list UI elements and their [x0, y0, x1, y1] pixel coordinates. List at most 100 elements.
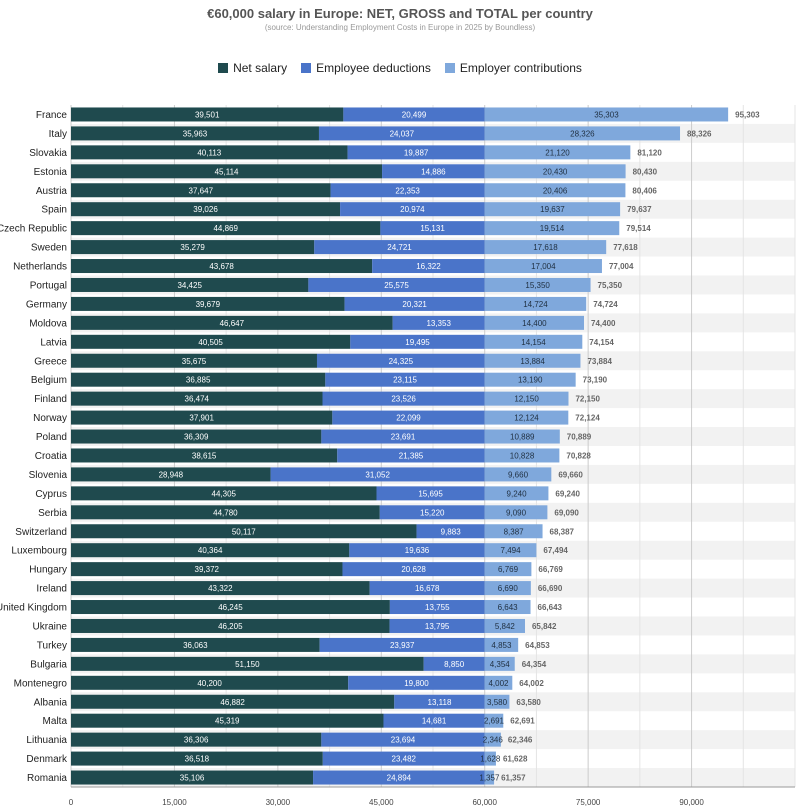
- data-label-employee-deductions: 19,800: [404, 679, 429, 688]
- category-label: Malta: [43, 716, 68, 727]
- total-label: 88,326: [687, 129, 712, 138]
- bar-employer-contributions: [484, 751, 496, 766]
- data-label-employee-deductions: 22,353: [395, 186, 420, 195]
- bar-net-salary: [71, 145, 348, 160]
- bar-net-salary: [71, 675, 349, 690]
- category-label: Switzerland: [15, 527, 67, 538]
- bar-employee-deductions: [321, 732, 485, 747]
- bar-employee-deductions: [343, 107, 485, 122]
- category-label: Czech Republic: [0, 224, 67, 235]
- bar-employer-contributions: [484, 600, 531, 615]
- bar-employee-deductions: [349, 543, 485, 558]
- bar-net-salary: [71, 637, 320, 652]
- data-label-employee-deductions: 20,628: [401, 565, 426, 574]
- total-label: 62,691: [510, 717, 535, 726]
- data-label-net-salary: 37,901: [189, 414, 214, 423]
- data-label-employee-deductions: 15,220: [420, 508, 445, 517]
- data-label-net-salary: 40,200: [197, 679, 222, 688]
- category-label: Greece: [34, 356, 67, 367]
- bar-employee-deductions: [423, 656, 485, 671]
- bar-employer-contributions: [484, 505, 548, 520]
- legend-label-net-salary: Net salary: [233, 61, 288, 75]
- bar-employee-deductions: [322, 391, 485, 406]
- data-label-net-salary: 36,474: [185, 395, 210, 404]
- data-label-employer-contributions: 9,090: [506, 508, 527, 517]
- data-label-employer-contributions: 15,350: [525, 281, 550, 290]
- bar-employee-deductions: [319, 637, 485, 652]
- data-label-employer-contributions: 4,002: [488, 679, 509, 688]
- data-label-employer-contributions: 14,400: [522, 319, 547, 328]
- data-label-employee-deductions: 31,052: [365, 470, 390, 479]
- total-label: 70,828: [566, 451, 591, 460]
- bar-employer-contributions: [484, 694, 510, 709]
- total-label: 66,643: [538, 603, 563, 612]
- bar-employee-deductions: [316, 353, 485, 368]
- total-label: 64,354: [522, 660, 547, 669]
- category-label: Italy: [49, 129, 67, 140]
- total-label: 66,769: [538, 565, 563, 574]
- category-label: Poland: [36, 432, 67, 443]
- bar-employee-deductions: [394, 694, 485, 709]
- data-label-employer-contributions: 1,357: [479, 774, 500, 783]
- data-label-employer-contributions: 21,120: [545, 148, 570, 157]
- bar-employee-deductions: [348, 675, 485, 690]
- data-label-net-salary: 46,205: [218, 622, 243, 631]
- bar-net-salary: [71, 543, 350, 558]
- legend-label-employer-contributions: Employer contributions: [459, 61, 582, 75]
- bar-employer-contributions: [484, 467, 552, 482]
- bar-employer-contributions: [484, 637, 519, 652]
- bar-net-salary: [71, 751, 323, 766]
- bar-employee-deductions: [325, 372, 485, 387]
- data-label-net-salary: 46,245: [218, 603, 243, 612]
- data-label-employer-contributions: 9,660: [508, 470, 529, 479]
- x-tick-label: 75,000: [576, 798, 601, 807]
- bar-employer-contributions: [484, 486, 549, 501]
- data-label-employee-deductions: 22,099: [396, 414, 421, 423]
- x-tick-label: 0: [69, 798, 74, 807]
- bar-employee-deductions: [314, 240, 485, 255]
- bar-net-salary: [71, 486, 377, 501]
- bar-employee-deductions: [376, 486, 485, 501]
- data-label-employee-deductions: 19,636: [405, 546, 430, 555]
- total-label: 62,346: [508, 736, 533, 745]
- data-label-employee-deductions: 21,385: [399, 451, 424, 460]
- category-label: Latvia: [40, 337, 67, 348]
- total-label: 80,430: [633, 167, 658, 176]
- x-tick-label: 15,000: [162, 798, 187, 807]
- data-label-net-salary: 46,647: [220, 319, 245, 328]
- chart-title: €60,000 salary in Europe: NET, GROSS and…: [207, 6, 593, 21]
- category-label: Portugal: [30, 280, 67, 291]
- data-label-net-salary: 44,780: [213, 508, 238, 517]
- data-label-employee-deductions: 24,894: [387, 774, 412, 783]
- data-label-employer-contributions: 8,387: [504, 527, 525, 536]
- category-label: United Kingdom: [0, 603, 67, 614]
- data-label-net-salary: 40,113: [197, 148, 221, 157]
- data-label-employer-contributions: 6,690: [498, 584, 519, 593]
- bar-net-salary: [71, 277, 309, 292]
- total-label: 80,406: [632, 186, 657, 195]
- data-label-net-salary: 35,106: [180, 774, 205, 783]
- bar-employee-deductions: [392, 315, 485, 330]
- legend-label-employee-deductions: Employee deductions: [316, 61, 431, 75]
- bar-employer-contributions: [484, 372, 576, 387]
- data-label-net-salary: 35,675: [182, 357, 207, 366]
- total-label: 95,303: [735, 110, 760, 119]
- data-label-employee-deductions: 14,886: [421, 167, 446, 176]
- category-label: Bulgaria: [30, 659, 67, 670]
- data-label-employer-contributions: 13,190: [518, 376, 543, 385]
- total-label: 73,884: [587, 357, 612, 366]
- category-label: Serbia: [38, 508, 67, 519]
- data-label-employer-contributions: 3,580: [487, 698, 508, 707]
- chart-subtitle: (source: Understanding Employment Costs …: [264, 23, 536, 32]
- legend-item-employer-contributions: Employer contributions: [444, 61, 582, 75]
- category-label: Belgium: [31, 375, 67, 386]
- bar-employer-contributions: [484, 145, 631, 160]
- data-label-employer-contributions: 9,240: [507, 489, 528, 498]
- data-label-net-salary: 45,114: [215, 167, 239, 176]
- bar-net-salary: [71, 656, 424, 671]
- data-label-employee-deductions: 13,755: [425, 603, 450, 612]
- bar-employee-deductions: [383, 713, 485, 728]
- bar-net-salary: [71, 732, 322, 747]
- total-label: 79,514: [626, 224, 651, 233]
- data-label-net-salary: 36,309: [184, 433, 209, 442]
